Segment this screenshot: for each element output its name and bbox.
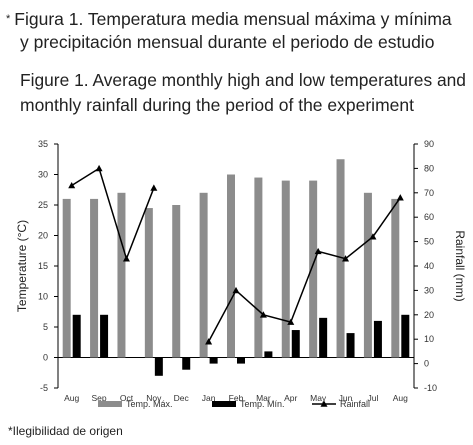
temperature-rainfall-chart: -5 0 5 10 15 20 25 30 35 -10 0 10 20 30 40 50 60 70 80 90 Te…	[15, 139, 467, 409]
left-tick-label: 25	[38, 200, 48, 210]
max-temp-bar	[199, 192, 208, 358]
min-temp-bar	[346, 333, 355, 358]
x-tick-label: Nov	[146, 393, 162, 403]
left-tick-label: 15	[38, 261, 48, 271]
min-temp-bar	[264, 351, 273, 358]
x-tick-label: Oct	[120, 393, 134, 403]
right-tick-label: 40	[424, 261, 434, 271]
x-tick-label: Apr	[284, 393, 297, 403]
rainfall-point	[205, 338, 213, 345]
x-tick-label: Jul	[367, 393, 378, 403]
max-temp-bar	[281, 180, 290, 358]
max-temp-bar	[336, 159, 345, 358]
rainfall-point	[287, 318, 295, 325]
y-axis-title: Temperature (°C)	[15, 220, 29, 312]
right-tick-label: 90	[424, 139, 434, 149]
max-temp-bar	[227, 174, 235, 358]
legend-max-temp-label: Temp. Máx.	[126, 399, 173, 409]
legend-max-temp-swatch	[98, 401, 122, 407]
rainfall-point	[314, 247, 322, 255]
min-temp-bar	[401, 314, 410, 358]
left-tick-label: 35	[38, 139, 48, 149]
left-tick-label: 10	[38, 292, 48, 302]
x-tick-label: Dec	[174, 393, 190, 403]
left-tick-label: 30	[38, 170, 48, 180]
right-tick-label: 70	[424, 188, 434, 198]
chart-legend: Temp. Máx. Temp. Mín. Rainfall	[98, 399, 370, 409]
right-tick-label: -10	[424, 383, 437, 393]
chart-bars	[62, 159, 410, 376]
right-tick-label: 20	[424, 310, 434, 320]
rainfall-line-segment	[207, 197, 401, 342]
caption-spanish-line-2: y precipitación mensual durante el perio…	[20, 32, 435, 52]
chart-labels: -5 0 5 10 15 20 25 30 35 -10 0 10 20 30 40 50 60 70 80 90 Te…	[15, 139, 467, 403]
footnote: *Ilegibilidad de origen	[8, 424, 123, 438]
min-temp-bar	[100, 314, 109, 358]
right-tick-label: 80	[424, 163, 434, 173]
right-tick-label: 30	[424, 285, 434, 295]
max-temp-bar	[172, 205, 181, 358]
max-temp-bar	[144, 208, 153, 358]
right-tick-label: 0	[424, 359, 429, 369]
y2-axis-title: Rainfall (mm)	[453, 230, 467, 301]
right-tick-label: 60	[424, 212, 434, 222]
rainfall-point	[259, 311, 267, 318]
right-tick-label: 50	[424, 237, 434, 247]
rainfall-point	[232, 286, 240, 294]
x-tick-label: Aug	[393, 393, 408, 403]
max-temp-bar	[391, 198, 400, 358]
min-temp-bar	[182, 357, 191, 370]
legend-min-temp-label: Temp. Mín.	[240, 399, 285, 409]
rainfall-line	[68, 164, 404, 345]
rainfall-point	[396, 194, 404, 201]
min-temp-bar	[72, 314, 81, 358]
min-temp-bar	[154, 357, 163, 376]
x-tick-label: Aug	[64, 393, 79, 403]
illegible-marker: *	[6, 13, 11, 25]
max-temp-bar	[62, 198, 71, 358]
caption-english-line-2: monthly rainfall during the period of th…	[20, 95, 414, 115]
min-temp-bar	[319, 317, 328, 358]
rainfall-point	[68, 181, 76, 189]
max-temp-bar	[117, 192, 126, 358]
legend-rainfall-marker	[320, 400, 328, 407]
min-temp-bar	[291, 330, 300, 358]
caption-spanish-text-1: Figura 1. Temperatura media mensual máxi…	[14, 9, 452, 29]
max-temp-bar	[363, 192, 372, 358]
rainfall-point	[150, 184, 158, 191]
rainfall-point	[342, 255, 350, 262]
x-tick-label: Jun	[339, 393, 353, 403]
x-tick-label: Feb	[229, 393, 244, 403]
rainfall-point	[369, 233, 377, 240]
rainfall-point	[122, 255, 130, 262]
chart-axes	[54, 143, 418, 389]
legend-min-temp-swatch	[212, 401, 236, 407]
min-temp-bar	[237, 357, 245, 364]
min-temp-bar	[373, 320, 382, 358]
caption-spanish-line-1: * Figura 1. Temperatura media mensual máx…	[6, 9, 452, 29]
rainfall-line-segment	[71, 167, 155, 261]
max-temp-bar	[254, 177, 263, 358]
caption-english-line-1: Figure 1. Average monthly high and low t…	[20, 70, 466, 90]
x-tick-label: Sep	[92, 393, 107, 403]
x-tick-label: May	[310, 393, 327, 403]
max-temp-bar	[90, 198, 99, 358]
x-tick-label: Jan	[202, 393, 216, 403]
x-tick-label: Mar	[256, 393, 271, 403]
min-temp-bar	[209, 357, 218, 364]
rainfall-point	[95, 164, 103, 172]
left-tick-label: -5	[40, 383, 48, 393]
max-temp-bar	[309, 180, 318, 358]
legend-rainfall-label: Rainfall	[340, 399, 370, 409]
left-tick-label: 20	[38, 231, 48, 241]
left-tick-label: 0	[43, 353, 48, 363]
right-tick-label: 10	[424, 334, 434, 344]
left-tick-label: 5	[43, 322, 48, 332]
